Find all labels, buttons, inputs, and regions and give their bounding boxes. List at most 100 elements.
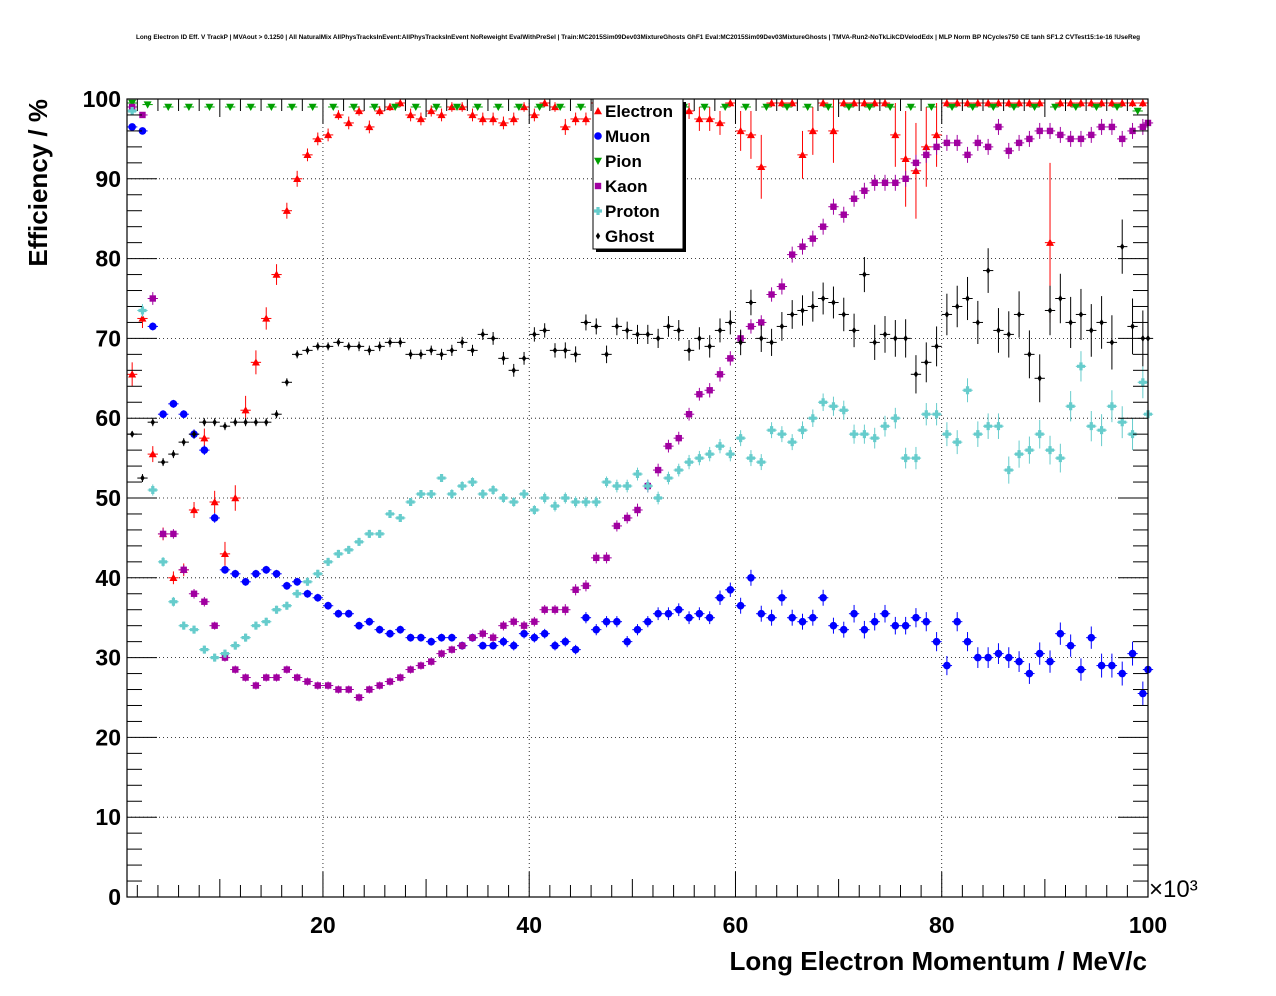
proton-point [396, 513, 405, 522]
kaon-point [912, 159, 920, 167]
kaon-point [933, 143, 940, 151]
proton-point [1128, 430, 1137, 439]
pion-point [741, 103, 750, 111]
muon-point [303, 589, 312, 598]
pion-point [844, 103, 853, 111]
electron-point [561, 122, 570, 131]
proton-point [602, 478, 611, 487]
ghost-point [779, 322, 785, 330]
ghost-point [480, 330, 486, 338]
muon-point [922, 617, 931, 626]
proton-point [1138, 378, 1147, 387]
proton-point [344, 545, 353, 554]
proton-point [406, 497, 415, 506]
kaon-point [954, 139, 961, 147]
kaon-point [1067, 135, 1074, 143]
ghost-point [686, 346, 692, 354]
muon-point [159, 410, 167, 419]
muon-point [582, 613, 590, 622]
proton-point [612, 482, 621, 491]
muon-point [870, 617, 879, 626]
electron-point [375, 106, 384, 115]
ghost-point [697, 334, 702, 342]
muon-point [375, 625, 384, 634]
x-axis-label: Long Electron Momentum / MeV/c [730, 946, 1147, 976]
proton-point [994, 422, 1003, 431]
muon-point [1108, 661, 1116, 670]
muon-point [1025, 669, 1034, 678]
electron-point [746, 130, 755, 139]
kaon-point [850, 195, 858, 202]
y-axis-label: Efficiency / % [23, 99, 53, 267]
kaon-point [706, 387, 713, 394]
muon-point [561, 637, 570, 646]
proton-point [736, 434, 745, 443]
kaon-point [520, 622, 528, 629]
y-tick-label: 0 [108, 884, 121, 910]
kaon-point [314, 682, 321, 689]
ghost-point [1058, 295, 1063, 302]
muon-point [767, 613, 776, 622]
muon-point [479, 641, 487, 650]
ghost-point [759, 334, 764, 342]
x-tick-label: 100 [1129, 912, 1167, 938]
ghost-point [996, 326, 1001, 334]
electron-point [437, 110, 446, 119]
kaon-point [170, 530, 177, 538]
muon-point [324, 601, 332, 610]
muon-point [839, 625, 848, 634]
muon-point [365, 617, 374, 626]
y-tick-label: 50 [95, 485, 121, 511]
kaon-point [1026, 135, 1033, 143]
muon-point [757, 609, 766, 618]
kaon-point [304, 678, 311, 685]
kaon-point [1129, 127, 1136, 135]
proton-point [963, 386, 972, 395]
proton-point [334, 549, 343, 558]
muon-point [530, 633, 539, 642]
electron-point [891, 130, 900, 139]
proton-point [746, 454, 755, 463]
ghost-point [924, 358, 929, 366]
electron-point [406, 110, 415, 119]
ghost-point [563, 346, 568, 354]
muon-point [674, 605, 683, 614]
kaon-point [1108, 123, 1116, 131]
proton-point [726, 450, 735, 459]
muon-point [448, 633, 456, 642]
legend-label-proton: Proton [605, 202, 660, 221]
proton-point [416, 490, 425, 499]
proton-point [138, 306, 147, 315]
ghost-point [975, 318, 981, 326]
muon-point [210, 514, 219, 522]
pion-point [473, 103, 482, 111]
ghost-point [233, 418, 238, 426]
proton-point [1046, 446, 1055, 455]
kaon-point [593, 554, 600, 562]
y-tick-label: 60 [95, 405, 121, 431]
pion-point [370, 103, 379, 111]
kaon-point [428, 658, 435, 665]
ghost-point [944, 310, 950, 318]
electron-point [365, 122, 374, 131]
ghost-point [490, 334, 496, 342]
proton-point [437, 474, 446, 483]
kaon-point [809, 235, 817, 242]
legend-marker-muon [594, 132, 602, 140]
pion-point [1113, 103, 1122, 111]
muon-point [891, 621, 900, 630]
muon-point [1066, 641, 1075, 650]
muon-point [406, 633, 415, 642]
axes: 0 10 20 30 40 50 60 70 80 90 100 20 40 60 80 100 [83, 86, 1168, 938]
muon-point [1128, 649, 1137, 658]
legend-label-ghost: Ghost [605, 227, 654, 246]
ghost-point [264, 418, 269, 426]
kaon-point [675, 434, 682, 442]
ghost-point [955, 302, 960, 310]
proton-point [355, 537, 364, 546]
kaon-point [830, 203, 837, 210]
ghost-point [862, 271, 867, 279]
pion-point [1009, 103, 1018, 111]
muon-point [664, 609, 673, 618]
